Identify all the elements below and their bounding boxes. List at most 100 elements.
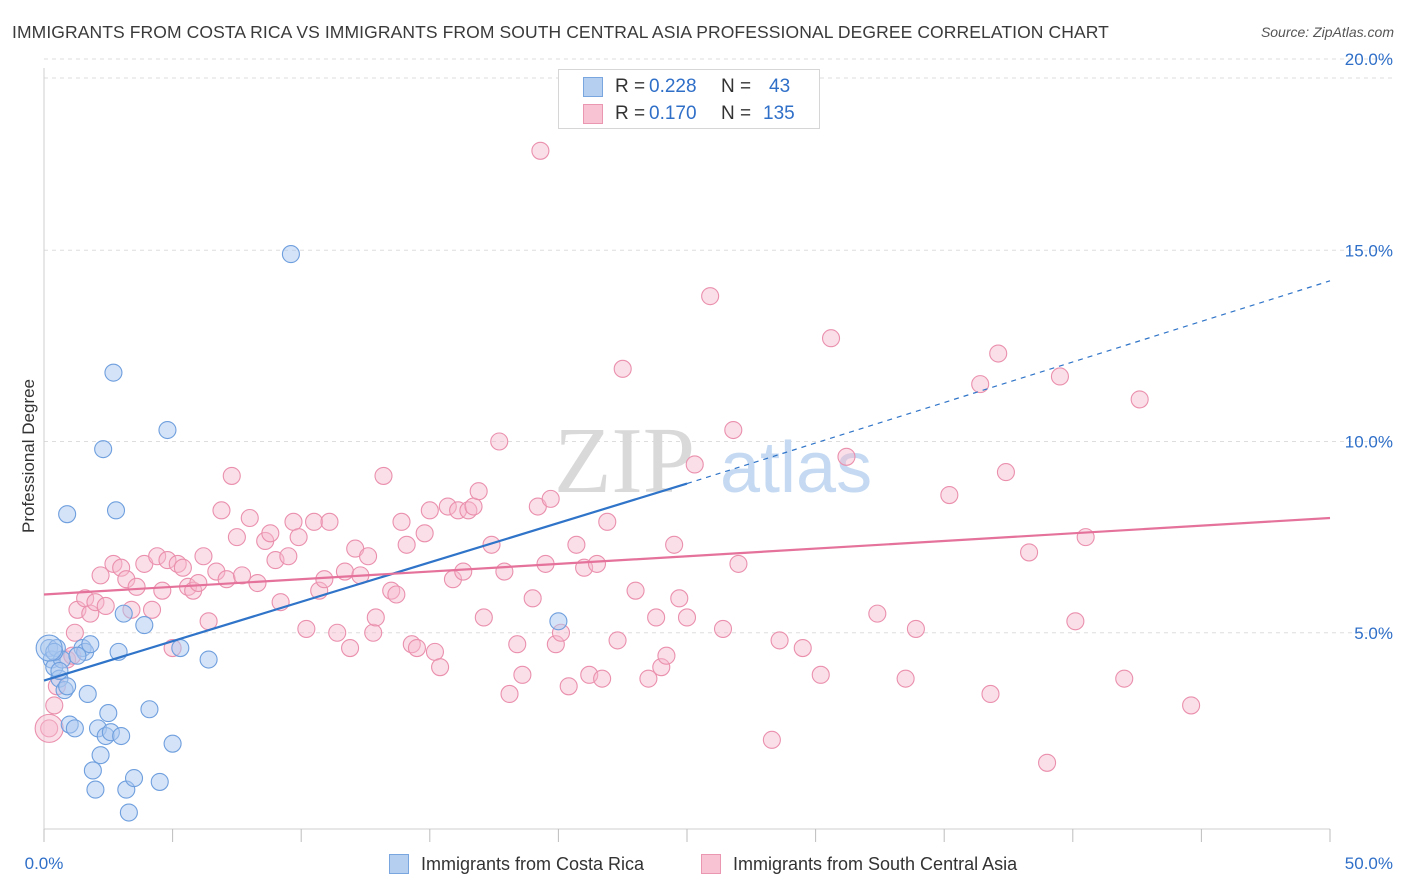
- bottom-legend-costa-rica: Immigrants from Costa Rica: [389, 852, 644, 876]
- data-point-south-central-asia: [320, 512, 339, 531]
- data-point-costa-rica: [83, 761, 102, 780]
- data-point-costa-rica: [150, 772, 169, 791]
- data-point-south-central-asia: [222, 466, 241, 485]
- data-point-south-central-asia: [981, 684, 1000, 704]
- data-point-south-central-asia: [482, 535, 501, 554]
- data-point-south-central-asia: [392, 512, 411, 531]
- data-point-costa-rica: [112, 726, 131, 746]
- data-point-south-central-asia: [647, 608, 666, 627]
- data-point-south-central-asia: [454, 562, 473, 581]
- data-point-south-central-asia: [811, 665, 830, 684]
- legend-row-costa-rica: R = 0.228 N = 43: [583, 74, 790, 100]
- data-point-south-central-asia: [91, 566, 110, 585]
- bottom-legend-label-costa-rica: Immigrants from Costa Rica: [421, 853, 645, 874]
- data-point-south-central-asia: [127, 577, 146, 596]
- data-point-south-central-asia: [495, 562, 514, 581]
- data-point-south-central-asia: [45, 696, 64, 715]
- data-point-south-central-asia: [305, 512, 324, 531]
- data-point-south-central-asia: [364, 623, 383, 642]
- data-point-south-central-asia: [96, 596, 115, 616]
- data-point-south-central-asia: [34, 713, 64, 743]
- data-point-costa-rica: [171, 638, 190, 658]
- trend-line-costa-rica-extension: [686, 280, 1331, 485]
- data-point-south-central-asia: [387, 585, 406, 604]
- data-point-south-central-asia: [415, 524, 434, 543]
- data-point-costa-rica: [78, 684, 97, 704]
- bottom-legend-swatch-pink: [701, 854, 721, 874]
- data-point-south-central-asia: [207, 562, 226, 581]
- data-point-south-central-asia: [189, 573, 208, 593]
- legend: R = 0.228 N = 43 R = 0.170 N = 135: [558, 69, 820, 129]
- data-point-south-central-asia: [665, 535, 684, 554]
- data-point-costa-rica: [114, 604, 133, 623]
- data-point-costa-rica: [158, 420, 177, 440]
- data-point-south-central-asia: [670, 589, 689, 608]
- data-point-costa-rica: [58, 505, 77, 524]
- data-point-south-central-asia: [587, 554, 607, 573]
- axes: [43, 68, 1331, 842]
- data-point-south-central-asia: [194, 547, 213, 566]
- data-point-costa-rica: [140, 700, 159, 719]
- data-point-south-central-asia: [86, 593, 105, 612]
- data-point-south-central-asia: [677, 608, 697, 627]
- data-point-south-central-asia: [1182, 696, 1201, 715]
- data-point-south-central-asia: [374, 466, 393, 485]
- trend-lines: [43, 280, 1331, 682]
- legend-r-label: R =: [615, 103, 646, 124]
- data-point-south-central-asia: [770, 631, 789, 650]
- data-point-south-central-asia: [1020, 543, 1039, 562]
- data-point-south-central-asia: [359, 547, 378, 566]
- data-point-south-central-asia: [217, 570, 236, 589]
- data-point-south-central-asia: [227, 528, 246, 547]
- data-point-south-central-asia: [158, 551, 177, 570]
- data-point-south-central-asia: [1038, 753, 1057, 772]
- data-point-south-central-asia: [366, 608, 385, 627]
- series-costa-rica-points: [35, 245, 568, 822]
- legend-n-label: N =: [721, 76, 752, 97]
- watermark: ZIP atlas: [554, 409, 872, 513]
- legend-swatch-blue: [583, 77, 603, 97]
- data-point-costa-rica: [104, 363, 123, 382]
- y-tick-label: 10.0%: [1345, 433, 1393, 452]
- data-point-south-central-asia: [81, 604, 100, 623]
- legend-row-south-central-asia: R = 0.170 N = 135: [583, 101, 795, 127]
- data-point-south-central-asia: [996, 463, 1015, 482]
- trend-line-south-central-asia: [43, 516, 1331, 596]
- data-point-costa-rica: [549, 612, 568, 631]
- data-point-south-central-asia: [279, 547, 298, 566]
- y-tick-label: 5.0%: [1354, 624, 1393, 643]
- y-tick-label: 20.0%: [1345, 50, 1393, 69]
- data-point-south-central-asia: [65, 623, 84, 642]
- data-point-south-central-asia: [261, 524, 280, 543]
- data-point-south-central-asia: [639, 669, 658, 688]
- data-point-south-central-asia: [713, 619, 733, 638]
- data-point-south-central-asia: [297, 619, 316, 638]
- data-point-south-central-asia: [701, 287, 720, 306]
- data-point-south-central-asia: [613, 359, 632, 378]
- data-point-south-central-asia: [559, 677, 578, 696]
- legend-n-label: N =: [721, 103, 752, 124]
- bottom-legend-label-south-central-asia: Immigrants from South Central Asia: [733, 853, 1018, 874]
- data-point-south-central-asia: [685, 455, 704, 474]
- legend-r-value: 0.170: [649, 103, 697, 124]
- data-point-south-central-asia: [657, 646, 676, 665]
- data-point-costa-rica: [35, 634, 63, 662]
- data-point-south-central-asia: [837, 447, 856, 466]
- data-point-south-central-asia: [490, 432, 509, 451]
- data-point-south-central-asia: [142, 600, 162, 619]
- x-tick-label: 50.0%: [1345, 854, 1393, 873]
- data-point-south-central-asia: [793, 638, 812, 658]
- data-point-south-central-asia: [341, 638, 360, 658]
- bottom-legend-south-central-asia: Immigrants from South Central Asia: [701, 852, 1017, 876]
- data-point-south-central-asia: [431, 658, 450, 677]
- data-point-south-central-asia: [513, 665, 532, 684]
- bottom-legend-swatch-blue: [389, 854, 409, 874]
- y-axis-title: Professional Degree: [19, 379, 38, 533]
- data-point-costa-rica: [281, 245, 300, 264]
- grid-lines: [44, 58, 1396, 634]
- data-point-south-central-asia: [762, 730, 781, 749]
- data-point-south-central-asia: [971, 375, 990, 394]
- legend-n-value: 135: [763, 103, 795, 124]
- data-point-south-central-asia: [173, 558, 192, 577]
